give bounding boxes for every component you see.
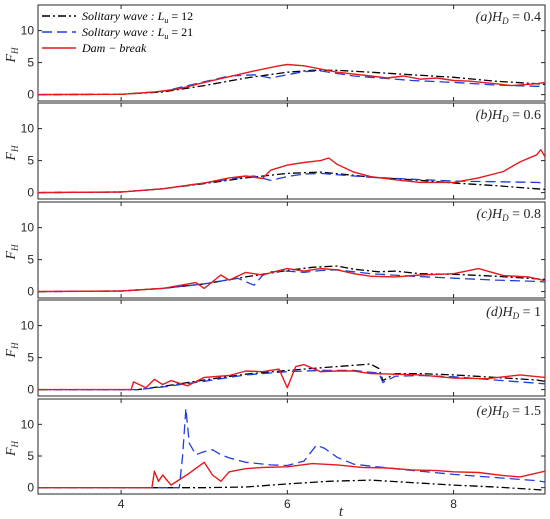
x-axis-label: t — [339, 504, 344, 519]
y-tick-label: 5 — [27, 56, 34, 70]
series-line-dam-break — [38, 148, 545, 194]
panel-e: 0 5 10 4 6 8 FH (e)HD = 1.5 — [4, 398, 546, 511]
panel-title: (e)HD = 1.5 — [476, 404, 541, 420]
panel-frame — [37, 102, 546, 200]
y-tick-label: 10 — [21, 417, 35, 431]
y-tick-label: 0 — [27, 383, 34, 397]
series-line-solitary-21 — [38, 407, 545, 489]
x-tick-label: 4 — [118, 497, 125, 511]
series-line-dam-break — [38, 461, 545, 489]
legend-label: Solitary wave : Lu = 12 — [82, 9, 193, 25]
y-tick-label: 10 — [21, 221, 35, 235]
series-line-solitary-21 — [38, 269, 545, 293]
panel-frame — [37, 4, 546, 102]
series-line-solitary-12 — [38, 479, 545, 491]
legend-label: Solitary wave : Lu = 21 — [82, 25, 193, 41]
y-axis-label: FH — [4, 342, 20, 359]
panel-frame — [37, 201, 546, 299]
y-axis-label: FH — [4, 47, 20, 64]
y-axis-label: FH — [4, 244, 20, 261]
panel-frame — [37, 299, 546, 397]
x-tick-label: 6 — [284, 497, 291, 511]
panel-title: (b)HD = 0.6 — [476, 108, 541, 124]
series-line-solitary-12 — [38, 265, 545, 293]
series-line-dam-break — [38, 363, 545, 391]
y-tick-label: 10 — [21, 319, 35, 333]
y-tick-label: 0 — [27, 481, 34, 495]
legend-label: Dam − break — [81, 41, 147, 55]
x-tick-label: 8 — [450, 497, 457, 511]
panel-title: (c)HD = 0.8 — [476, 207, 541, 223]
panel-frame — [37, 398, 546, 495]
y-axis-label: FH — [4, 440, 20, 457]
y-tick-label: 5 — [27, 154, 34, 168]
panel-title: (a)HD = 0.4 — [476, 10, 541, 26]
y-tick-label: 5 — [27, 253, 34, 267]
y-tick-label: 5 — [27, 449, 34, 463]
panel-title: (d)HD = 1 — [486, 305, 541, 321]
y-tick-label: 0 — [27, 186, 34, 200]
series-line-dam-break — [38, 63, 545, 96]
series-line-dam-break — [38, 267, 545, 293]
y-tick-label: 5 — [27, 351, 34, 365]
series-line-solitary-21 — [38, 70, 545, 96]
y-tick-label: 10 — [21, 24, 35, 38]
y-axis-label: FH — [4, 145, 20, 162]
y-tick-label: 10 — [21, 122, 35, 136]
y-tick-label: 0 — [27, 88, 34, 102]
y-tick-label: 0 — [27, 285, 34, 299]
